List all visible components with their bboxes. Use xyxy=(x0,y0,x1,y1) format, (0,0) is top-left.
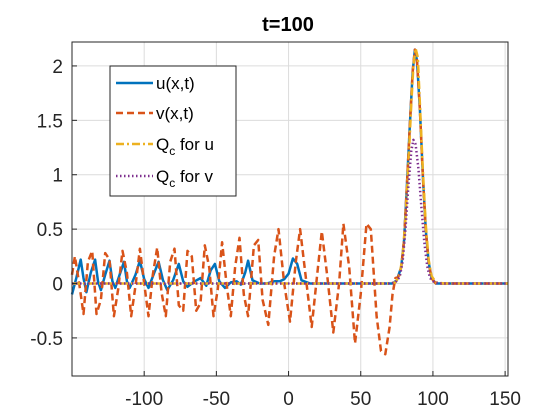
legend: u(x,t) v(x,t) Qc for u Qc for v xyxy=(109,65,237,197)
chart-title: t=100 xyxy=(262,14,314,36)
y-tick-label: -0.5 xyxy=(30,329,63,350)
x-tick-label: 0 xyxy=(283,389,294,410)
x-tick-label: -50 xyxy=(203,389,230,410)
x-tick-label: 150 xyxy=(489,389,521,410)
legend-label-v: v(x,t) xyxy=(156,104,194,123)
series-qc-v-line xyxy=(72,138,508,285)
y-tick-label: 0.5 xyxy=(37,220,63,241)
axes: -100 -50 0 50 100 150 -0.5 0 0.5 1 1.5 2 xyxy=(30,57,521,410)
legend-box xyxy=(109,65,237,197)
y-tick-label: 1.5 xyxy=(37,111,63,132)
y-tick-label: 0 xyxy=(52,275,63,296)
y-tick-label: 1 xyxy=(52,166,63,187)
x-tick-label: 50 xyxy=(350,389,371,410)
series-lines xyxy=(70,47,508,356)
x-tick-label: -100 xyxy=(125,389,163,410)
legend-label-u: u(x,t) xyxy=(156,74,195,93)
y-tick-label: 2 xyxy=(52,57,63,78)
series-v-line xyxy=(70,48,508,356)
x-tick-label: 100 xyxy=(417,389,449,410)
plot-frame xyxy=(71,41,509,377)
